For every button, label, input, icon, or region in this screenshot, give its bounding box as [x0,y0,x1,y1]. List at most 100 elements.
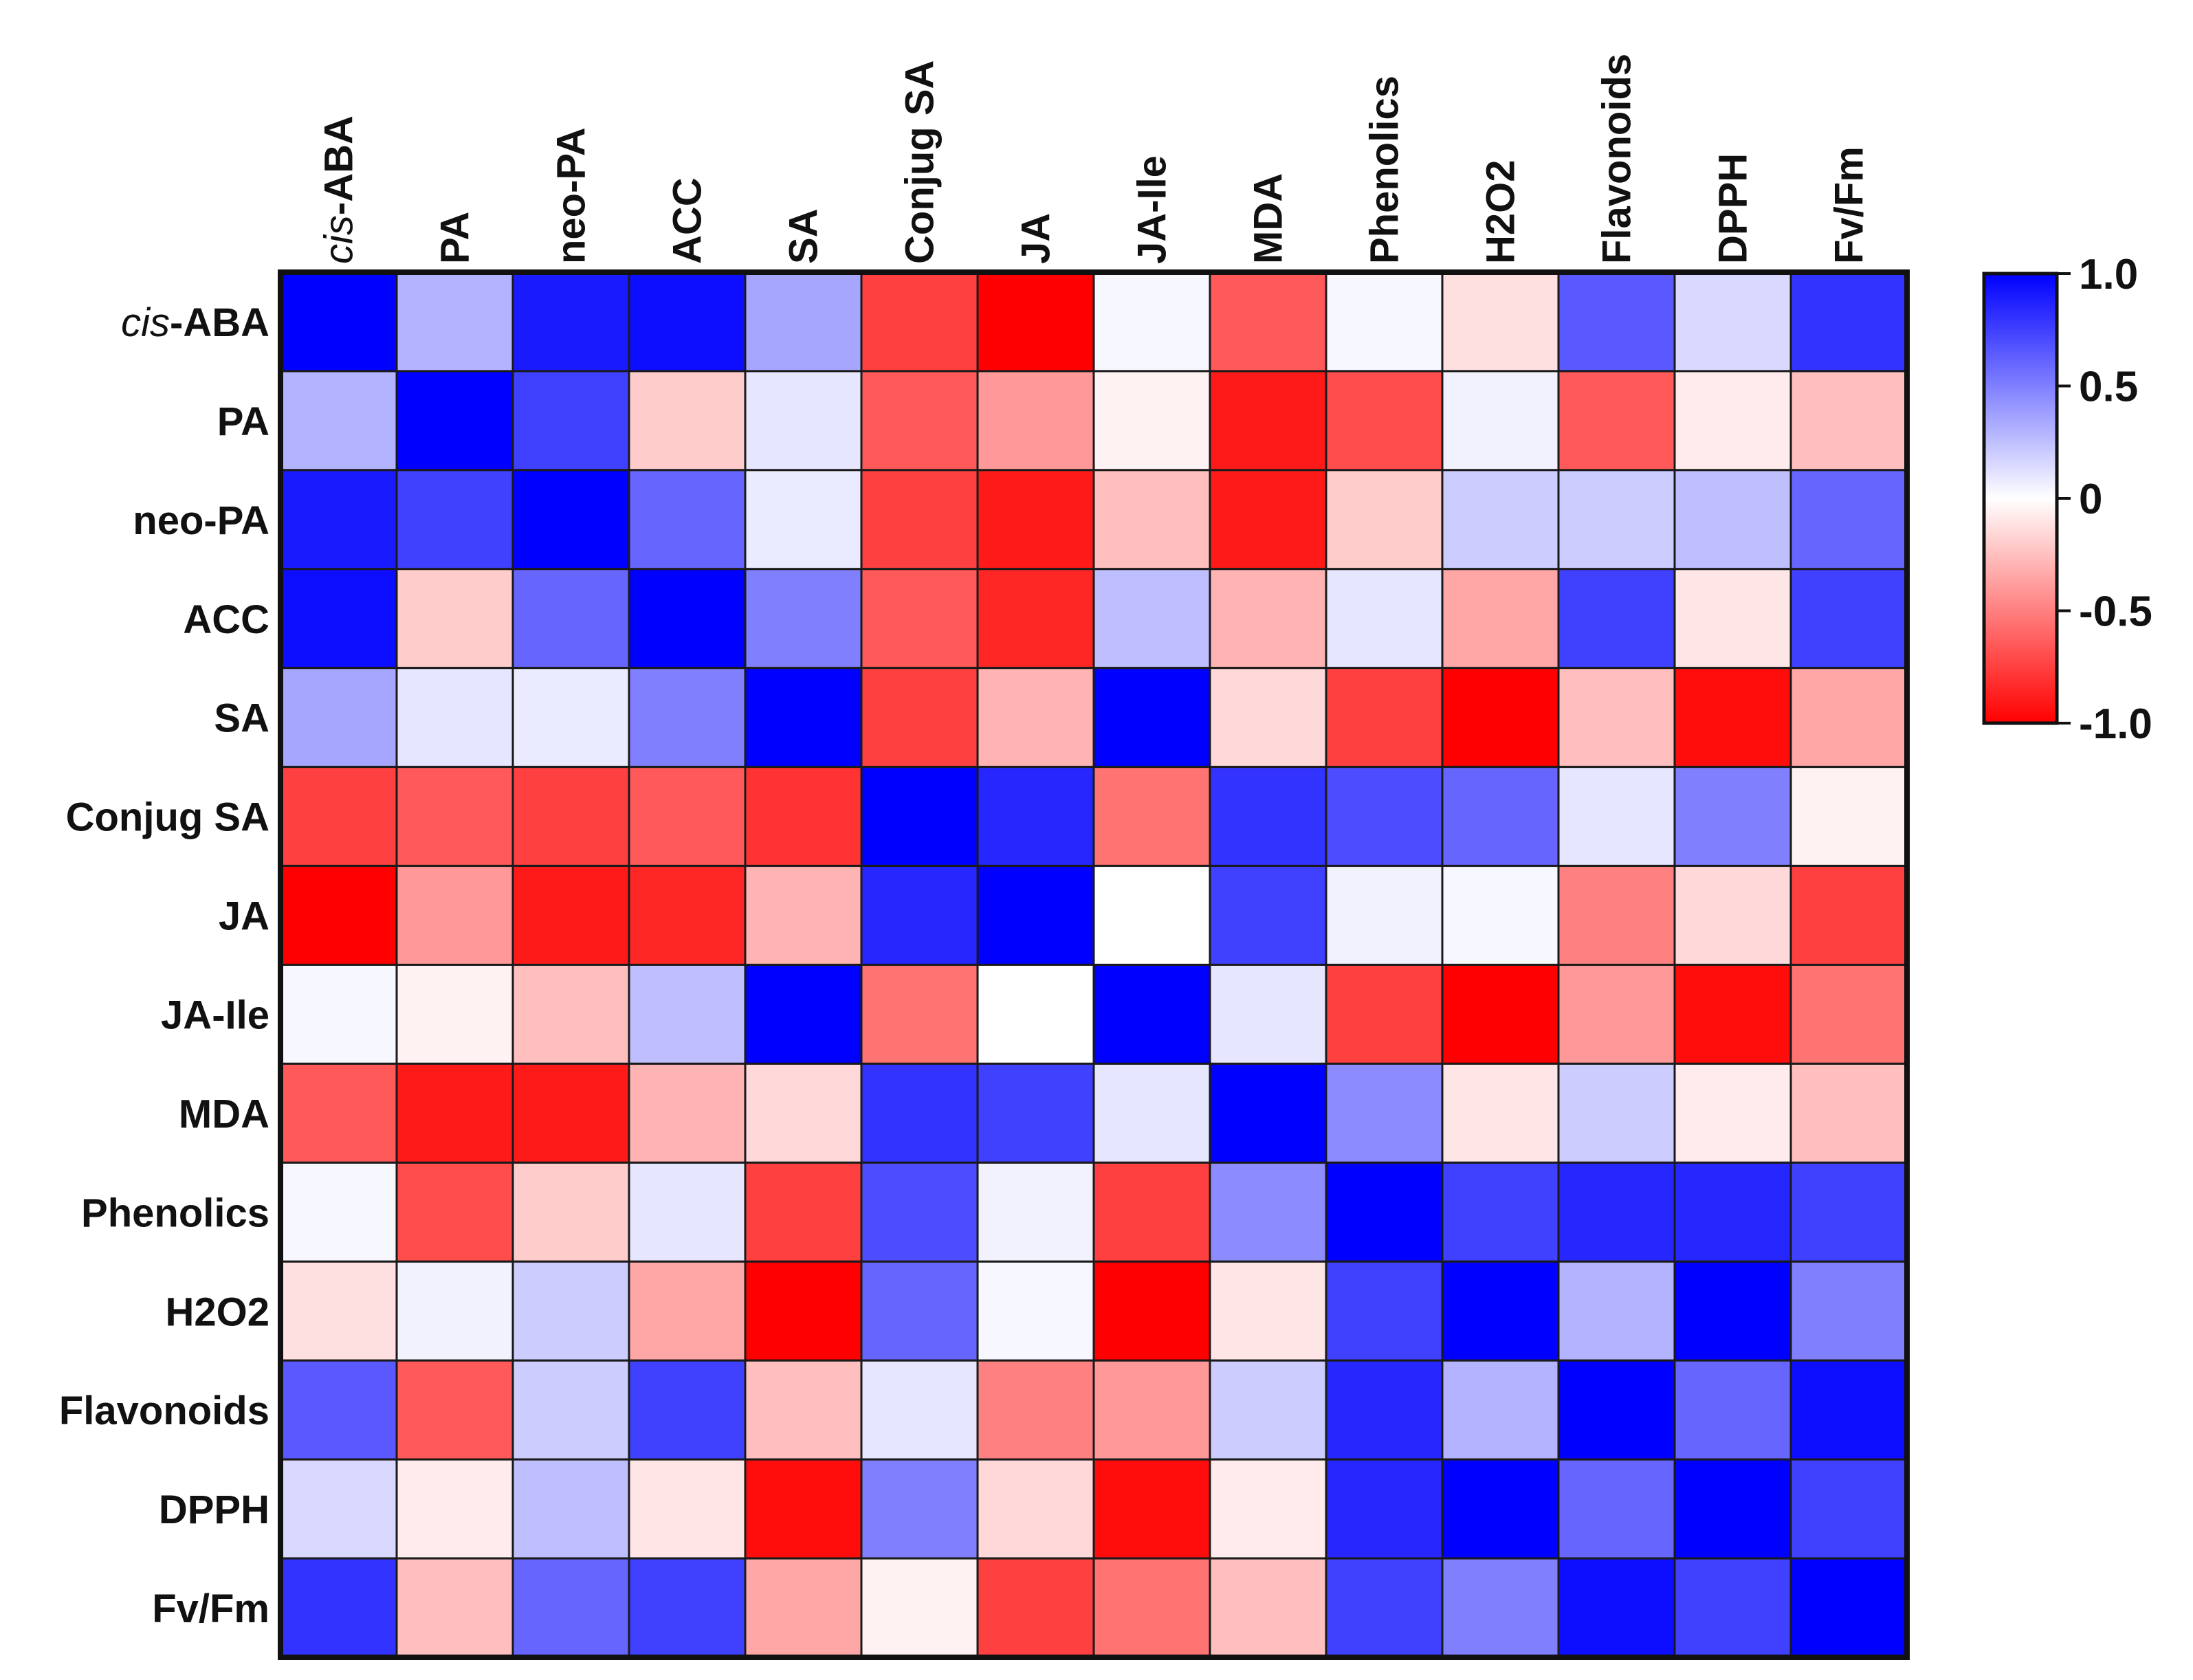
column-label: JA [1014,213,1059,264]
heatmap-cell [511,964,630,1065]
heatmap-cell [1789,1557,1908,1659]
heatmap-cell [1209,1557,1327,1659]
heatmap-frame [278,269,1910,1660]
heatmap-cell [1557,964,1676,1065]
heatmap-cell [1673,271,1792,373]
column-label: Conjug SA [898,60,943,264]
row-label: ACC [183,597,269,642]
heatmap-cell [279,1161,398,1263]
heatmap-cell [395,667,514,769]
heatmap-cell [976,667,1095,769]
heatmap-cell [1092,1161,1211,1263]
row-label: SA [214,696,269,741]
heatmap-cell [628,1161,747,1263]
heatmap-cell [744,469,863,571]
heatmap-cell [1092,370,1211,472]
heatmap-cell [1557,1458,1676,1560]
heatmap-cell [1673,766,1792,867]
heatmap-cell [1092,1557,1211,1659]
heatmap-cell [1092,1062,1211,1164]
heatmap-cell [976,271,1095,373]
column-label: H2O2 [1479,159,1523,264]
heatmap-cell [976,1458,1095,1560]
heatmap-cell [628,370,747,472]
heatmap-cell [1673,1161,1792,1263]
heatmap-cell [279,964,398,1065]
heatmap-cell [744,271,863,373]
heatmap-cell [279,865,398,966]
heatmap-cell [860,1260,979,1362]
heatmap-cell [1325,1359,1444,1461]
heatmap-cell [511,271,630,373]
heatmap-cell [860,1161,979,1263]
heatmap-cell [395,1359,514,1461]
colorbar-tick-label: 0 [2079,476,2102,523]
heatmap-cell [1209,667,1327,769]
heatmap-cell [279,667,398,769]
heatmap-cell [511,1161,630,1263]
heatmap-cell [395,1458,514,1560]
heatmap-cell [860,1062,979,1164]
column-label: JA-Ile [1130,155,1175,264]
heatmap-cell [1209,964,1327,1065]
heatmap-cell [1673,568,1792,670]
heatmap-cell [628,1359,747,1461]
heatmap-cell [511,1458,630,1560]
heatmap-cell [1789,370,1908,472]
heatmap-cell [511,1260,630,1362]
heatmap-cell [1092,1260,1211,1362]
heatmap-cell [1209,271,1327,373]
heatmap-cell [1092,271,1211,373]
heatmap-cell [744,1557,863,1659]
heatmap-cell [511,1359,630,1461]
heatmap-cell [1557,271,1676,373]
heatmap-cell [1441,568,1560,670]
heatmap-cell [1673,1557,1792,1659]
colorbar-tick-label: -0.5 [2079,588,2152,636]
heatmap-cell [628,469,747,571]
row-label: Fv/Fm [152,1587,269,1631]
heatmap-cell [628,1062,747,1164]
heatmap-cell [1789,1458,1908,1560]
heatmap-cell [1325,568,1444,670]
heatmap-cell [395,1557,514,1659]
heatmap-cell [279,1458,398,1560]
row-label: Flavonoids [59,1389,269,1433]
heatmap-cell [976,568,1095,670]
heatmap-cell [744,1260,863,1362]
row-label: JA-Ile [161,993,269,1037]
heatmap-cell [628,865,747,966]
heatmap-cell [1557,1359,1676,1461]
heatmap-cell [279,469,398,571]
heatmap-cell [976,1062,1095,1164]
heatmap-cell [1789,1260,1908,1362]
heatmap-cell [1557,1557,1676,1659]
heatmap-cell [976,370,1095,472]
heatmap-cell [1441,964,1560,1065]
heatmap-cell [1673,1062,1792,1164]
heatmap-cell [395,766,514,867]
heatmap-cell [1325,271,1444,373]
row-label: DPPH [159,1488,269,1532]
heatmap-cell [1557,766,1676,867]
heatmap-cell [1209,370,1327,472]
heatmap-cell [860,766,979,867]
heatmap-cell [279,1359,398,1461]
column-label: neo-PA [549,127,594,264]
column-label: MDA [1246,173,1291,264]
heatmap-cell [628,1557,747,1659]
heatmap-cell [511,568,630,670]
heatmap-cell [1209,1161,1327,1263]
colorbar: 1.0 0.5 0 -0.5 -1.0 [1982,251,2152,748]
heatmap-cell [1092,766,1211,867]
heatmap-cell [1673,1458,1792,1560]
heatmap-cell [744,1161,863,1263]
heatmap-cell [628,667,747,769]
heatmap-cell [279,1557,398,1659]
row-label: JA [219,894,269,939]
heatmap-cell [1325,1458,1444,1560]
heatmap-cell [1441,1557,1560,1659]
heatmap-cell [1209,1260,1327,1362]
heatmap-cell [1557,1062,1676,1164]
